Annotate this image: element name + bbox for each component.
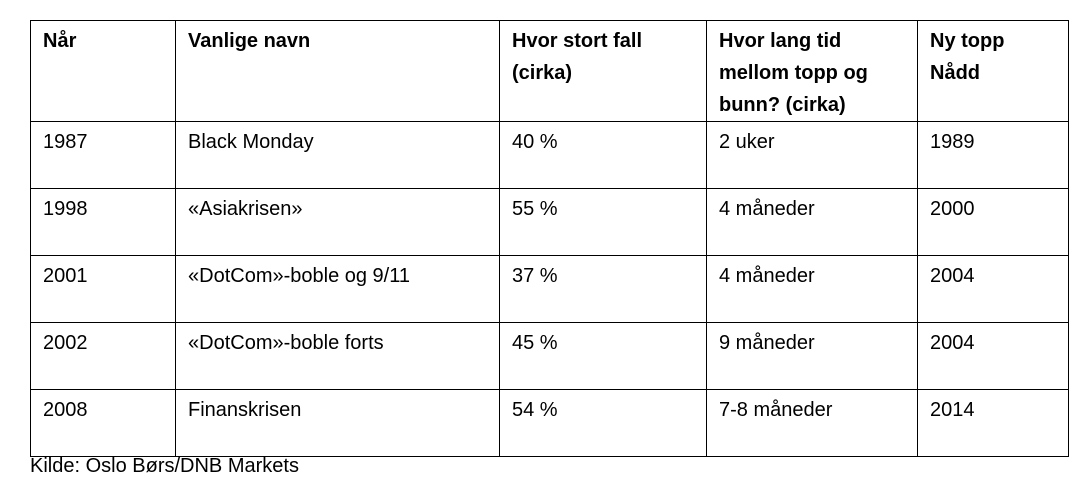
table-cell: 9 måneder [706, 322, 918, 390]
table-row: 2002 «DotCom»-boble forts 45 % 9 måneder 200… [30, 322, 1069, 390]
table-cell: 1989 [917, 121, 1069, 189]
table-row: 1987 Black Monday 40 % 2 uker 1989 [30, 121, 1069, 189]
data-table: Når Vanlige navn Hvor stort fall (cirka)… [30, 20, 1069, 457]
table-row: 2008 Finanskrisen 54 % 7-8 måneder 2014 [30, 389, 1069, 457]
table-cell: 2000 [917, 188, 1069, 256]
table-cell: 54 % [499, 389, 707, 457]
source-note: Kilde: Oslo Børs/DNB Markets [30, 455, 299, 477]
table-cell: 1987 [30, 121, 176, 189]
header-cell: Hvor stort fall (cirka) [499, 20, 707, 122]
table-cell: 45 % [499, 322, 707, 390]
table-cell: 2004 [917, 255, 1069, 323]
table-cell: 2001 [30, 255, 176, 323]
table-cell: 40 % [499, 121, 707, 189]
table-cell: 7-8 måneder [706, 389, 918, 457]
table-cell: 2014 [917, 389, 1069, 457]
table-cell: 2 uker [706, 121, 918, 189]
table-row: 1998 «Asiakrisen» 55 % 4 måneder 2000 [30, 188, 1069, 256]
table-cell: 2004 [917, 322, 1069, 390]
table-cell: 4 måneder [706, 255, 918, 323]
table-cell: «Asiakrisen» [175, 188, 500, 256]
table-cell: 2002 [30, 322, 176, 390]
table-cell: 37 % [499, 255, 707, 323]
header-cell: Når [30, 20, 176, 122]
table-row: 2001 «DotCom»-boble og 9/11 37 % 4 måneder 2… [30, 255, 1069, 323]
table-cell: 4 måneder [706, 188, 918, 256]
table-cell: 1998 [30, 188, 176, 256]
table-cell: Black Monday [175, 121, 500, 189]
header-cell: Hvor lang tid mellom topp og bunn? (cirk… [706, 20, 918, 122]
table-cell: 55 % [499, 188, 707, 256]
table-body: 1987 Black Monday 40 % 2 uker 1989 1998 «Asiak… [30, 121, 1069, 457]
header-cell: Vanlige navn [175, 20, 500, 122]
table-cell: «DotCom»-boble og 9/11 [175, 255, 500, 323]
table-cell: 2008 [30, 389, 176, 457]
table-cell: «DotCom»-boble forts [175, 322, 500, 390]
header-cell: Ny topp Nådd [917, 20, 1069, 122]
table-cell: Finanskrisen [175, 389, 500, 457]
header-row: Når Vanlige navn Hvor stort fall (cirka)… [30, 20, 1069, 122]
